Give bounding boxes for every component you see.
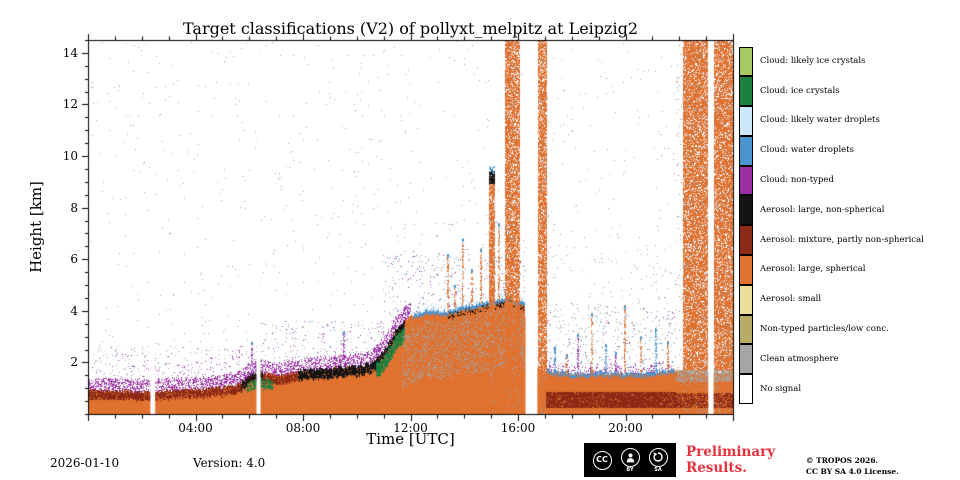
legend-item: Aerosol: mixture, partly non-spherical xyxy=(739,225,924,256)
x-axis-label: Time [UTC] xyxy=(366,430,455,448)
cc-license-badge: CC BY SA xyxy=(584,443,676,477)
chart-title: Target classifications (V2) of pollyxt_m… xyxy=(182,19,639,38)
legend-color-swatch xyxy=(739,106,753,136)
x-tick-label: 16:00 xyxy=(500,421,536,435)
legend-color-swatch xyxy=(739,374,753,405)
y-tick-label: 8 xyxy=(70,200,78,215)
cc-by: BY xyxy=(620,447,640,473)
legend-color-swatch xyxy=(739,135,753,166)
legend-item-label: Aerosol: large, non-spherical xyxy=(760,204,885,215)
y-axis-label: Height [km] xyxy=(27,181,45,273)
legend-item: Cloud: likely ice crystals xyxy=(739,46,924,77)
legend-item: No signal xyxy=(739,374,924,405)
x-tick-label: 04:00 xyxy=(178,421,213,435)
legend-color-swatch xyxy=(739,76,753,107)
cc-sa-arrow-icon xyxy=(648,447,668,467)
legend-color-swatch xyxy=(739,195,753,226)
legend-color-swatch xyxy=(739,344,753,375)
legend-color-swatch xyxy=(739,255,753,285)
copyright-line2: CC BY SA 4.0 License. xyxy=(806,466,899,476)
legend-item-label: Cloud: ice crystals xyxy=(760,85,840,96)
legend-item: Aerosol: small xyxy=(739,284,924,315)
x-tick-label: 20:00 xyxy=(608,421,643,435)
legend-item-label: Aerosol: mixture, partly non-spherical xyxy=(760,234,924,245)
legend-item: Cloud: non-typed xyxy=(739,165,924,196)
legend-item: Clean atmosphere xyxy=(739,344,924,375)
x-tick-label: 08:00 xyxy=(285,421,321,435)
preliminary-line1: Preliminary xyxy=(686,444,776,460)
x-tick-label: 12:00 xyxy=(393,421,428,435)
legend-item-label: Cloud: water droplets xyxy=(760,145,854,156)
preliminary-line2: Results. xyxy=(686,460,747,477)
version-label: Version: 4.0 xyxy=(193,456,266,470)
cc-icon: CC xyxy=(592,450,612,470)
legend: Cloud: likely ice crystals Cloud: ice cry… xyxy=(739,46,924,405)
legend-item: Cloud: ice crystals xyxy=(739,76,924,107)
legend-item-label: Cloud: likely water droplets xyxy=(760,115,880,126)
legend-item-label: Clean atmosphere xyxy=(760,353,839,364)
legend-item: Aerosol: large, non-spherical xyxy=(739,195,924,226)
legend-color-swatch xyxy=(739,314,753,345)
legend-item-label: No signal xyxy=(760,383,802,394)
legend-color-swatch xyxy=(739,225,753,256)
y-tick-label: 4 xyxy=(70,303,78,318)
cc-icon-text: CC xyxy=(596,455,608,464)
cc-logo: CC xyxy=(592,450,612,470)
legend-item-label: Cloud: non-typed xyxy=(760,175,834,186)
legend-color-swatch xyxy=(739,165,753,196)
legend-item: Non-typed particles/low conc. xyxy=(739,314,924,345)
cc-sa-label: SA xyxy=(654,466,662,473)
legend-color-swatch xyxy=(739,46,753,77)
cc-sa: SA xyxy=(648,447,668,473)
legend-item-label: Cloud: likely ice crystals xyxy=(760,55,866,66)
y-tick-label: 12 xyxy=(62,97,78,112)
legend-item-label: Aerosol: large, spherical xyxy=(760,264,866,275)
cc-by-label: BY xyxy=(626,466,634,473)
y-tick-label: 10 xyxy=(62,149,78,164)
legend-item-label: Aerosol: small xyxy=(760,294,822,305)
cc-by-person-icon xyxy=(620,447,640,467)
y-tick-label: 2 xyxy=(70,355,78,370)
legend-item: Cloud: likely water droplets xyxy=(739,106,924,136)
legend-item-label: Non-typed particles/low conc. xyxy=(760,324,889,335)
legend-item: Aerosol: large, spherical xyxy=(739,255,924,285)
y-tick-label: 14 xyxy=(62,45,78,60)
copyright-line1: © TROPOS 2026. xyxy=(806,456,879,465)
legend-item: Cloud: water droplets xyxy=(739,135,924,166)
date-label: 2026-01-10 xyxy=(50,456,120,470)
legend-color-swatch xyxy=(739,284,753,315)
copyright-label: © TROPOS 2026. CC BY SA 4.0 License. xyxy=(806,456,899,478)
y-tick-label: 6 xyxy=(70,252,78,267)
preliminary-results-label: Preliminary Results. xyxy=(686,444,775,476)
